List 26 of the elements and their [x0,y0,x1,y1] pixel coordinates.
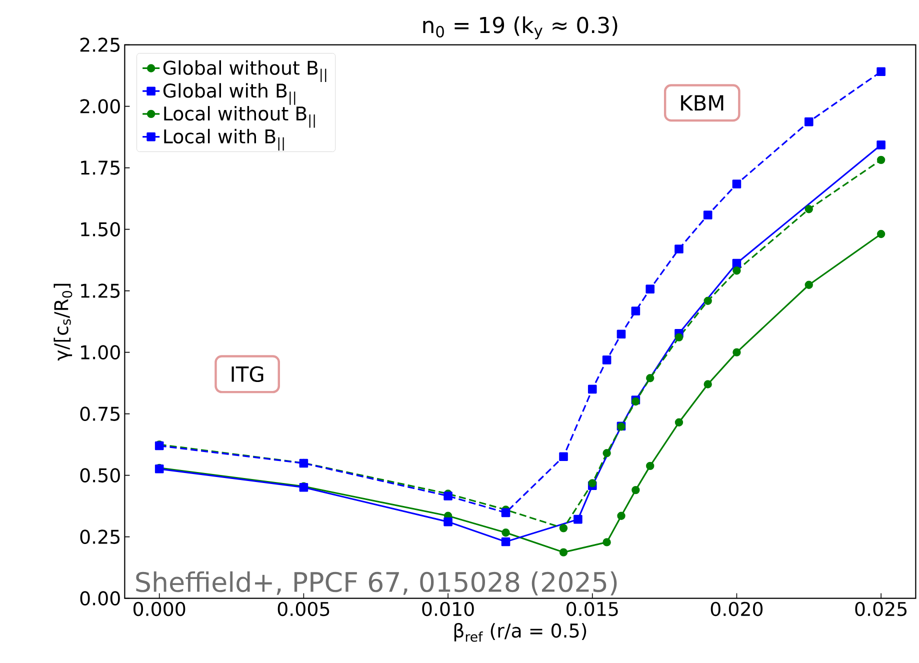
x-axis-title: β$_{ref}$ (r/a = 0.5) [454,622,586,642]
y-tick-label: 0.50 [80,468,120,482]
x-tick-label: 0.015 [566,602,618,616]
annotation: KBM [681,95,724,111]
x-tick-label: 0.010 [422,602,474,616]
y-tick-label: 2.25 [80,38,120,52]
annotation: Sheffield+, PPCF 67, 015028 (2025) [136,571,617,596]
legend-label: Global with B$_{||}$ [163,83,296,105]
y-tick-label: 0.75 [80,406,120,421]
x-tick-label: 0.000 [134,602,186,616]
y-tick-label: 1.25 [81,284,120,298]
legend-label: Global without B$_{||}$ [163,60,326,82]
legend-label: Local without B$_{||}$ [164,106,315,128]
y-tick-label: 2.00 [80,99,120,114]
annotation: ITG [232,366,264,382]
y-tick-label: 1.75 [81,160,120,175]
y-tick-label: 0.00 [80,591,120,606]
y-tick-label: 1.50 [81,222,120,236]
chart-title: n$_{0}$ = 19 (k$_{y}$ ≈ 0.3) [423,16,618,40]
legend-label: Local with B$_{||}$ [164,128,284,151]
x-tick-label: 0.025 [855,602,906,616]
y-tick-label: 1.00 [81,345,120,360]
x-tick-label: 0.005 [278,602,330,616]
y-tick-label: 0.25 [80,530,120,544]
x-tick-label: 0.020 [710,602,763,616]
y-axis-title: γ/[c$_{s}$/R$_{0}$] [54,284,72,361]
